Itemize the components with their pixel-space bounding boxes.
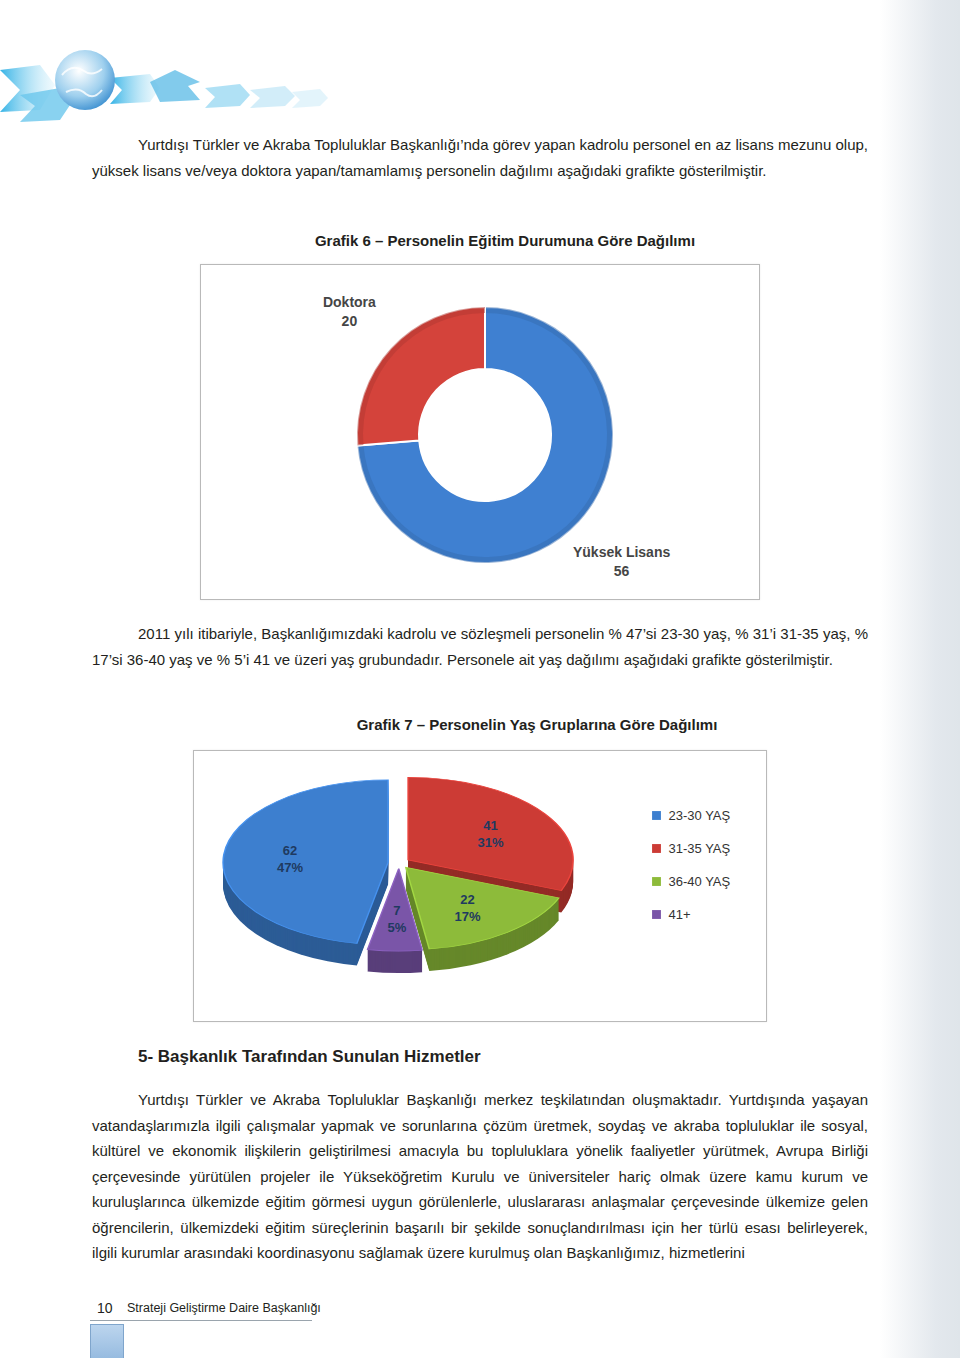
svg-text:Yüksek Lisans56: Yüksek Lisans56 <box>573 544 670 579</box>
svg-text:41+: 41+ <box>669 907 691 922</box>
html-text:10: 10 <box>97 1300 113 1316</box>
svg-text:36-40 YAŞ: 36-40 YAŞ <box>669 874 731 889</box>
html-text:Strateji Geliştirme Daire Başk: Strateji Geliştirme Daire Başkanlığı <box>127 1301 321 1315</box>
html-text:2011 yılı itibariyle, Başkanlı: 2011 yılı itibariyle, Başkanlığımızdaki … <box>92 625 868 668</box>
svg-text:31-35 YAŞ: 31-35 YAŞ <box>669 841 731 856</box>
svg-text:Doktora20: Doktora20 <box>323 294 376 329</box>
svg-text:75%: 75% <box>387 903 406 935</box>
svg-text:6247%: 6247% <box>277 843 303 875</box>
html-text:Grafik 7 – Personelin Yaş Grup: Grafik 7 – Personelin Yaş Gruplarına Gör… <box>356 716 718 733</box>
html-text:Yurtdışı Türkler ve Akraba Top: Yurtdışı Türkler ve Akraba Topluluklar B… <box>92 136 868 179</box>
svg-text:2217%: 2217% <box>454 892 480 924</box>
html-text:5- Başkanlık Tarafından Sunula: 5- Başkanlık Tarafından Sunulan Hizmetle… <box>138 1047 481 1066</box>
html-text:Grafik 6 – Personelin Eğitim D: Grafik 6 – Personelin Eğitim Durumuna Gö… <box>315 232 695 249</box>
html-text:Yurtdışı Türkler ve Akraba Top: Yurtdışı Türkler ve Akraba Topluluklar B… <box>92 1091 868 1261</box>
svg-text:23-30 YAŞ: 23-30 YAŞ <box>669 808 731 823</box>
svg-text:4131%: 4131% <box>478 818 504 850</box>
